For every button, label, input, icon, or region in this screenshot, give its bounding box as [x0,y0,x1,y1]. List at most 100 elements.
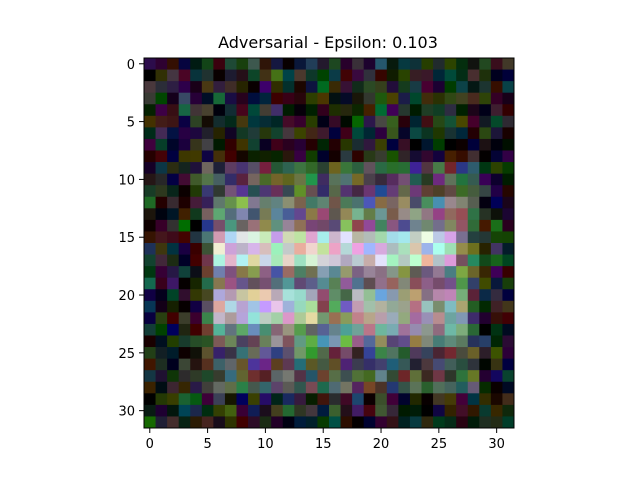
pixel [248,254,261,267]
pixel [329,404,341,417]
pixel [213,347,226,360]
pixel [201,393,214,406]
pixel [201,243,214,255]
pixel [213,381,226,394]
pixel [282,416,295,429]
pixel [479,219,492,232]
pixel [444,173,457,186]
pixel [363,127,376,140]
pixel [271,370,284,383]
pixel [190,416,203,429]
pixel [259,185,272,198]
pixel [329,104,341,117]
pixel [282,323,295,336]
pixel [155,92,168,105]
pixel [490,404,503,417]
pixel [340,370,353,383]
pixel [433,289,446,302]
pixel [398,104,411,117]
pixel [479,162,492,175]
pixel [167,347,180,360]
pixel [352,266,365,279]
pixel [375,370,388,383]
pixel [178,404,191,417]
pixel [178,196,191,209]
pixel [329,81,341,94]
pixel [502,185,515,198]
pixel [444,127,457,140]
y-tick-label: 25 [118,347,135,362]
pixel [363,138,376,151]
pixel [352,323,365,336]
pixel [375,381,388,394]
pixel [178,58,191,70]
pixel [236,393,249,406]
pixel [502,404,515,417]
pixel [259,370,272,383]
pixel [456,323,469,336]
pixel [444,69,457,82]
pixel [201,231,214,244]
pixel [294,300,307,313]
pixel [294,266,307,279]
pixel [479,300,492,313]
pixel [305,243,318,255]
pixel [155,58,168,70]
pixel [259,358,272,371]
pixel [386,92,399,105]
pixel [294,208,307,221]
pixel [433,335,446,348]
x-tick-label: 5 [203,437,211,452]
pixel [178,393,191,406]
pixel [421,347,434,360]
pixel [178,81,191,94]
pixel [409,370,422,383]
pixel [144,58,156,70]
pixel [224,289,237,302]
pixel [444,115,457,128]
pixel [271,196,284,209]
pixel [421,173,434,186]
pixel [178,127,191,140]
pixel [155,162,168,175]
pixel [236,358,249,371]
pixel [479,92,492,105]
pixel [502,393,515,406]
pixel [340,231,353,244]
pixel [201,196,214,209]
pixel [467,138,480,151]
pixel [201,208,214,221]
pixel [167,81,180,94]
image-frame [143,57,515,429]
pixel [409,150,422,163]
pixel [305,219,318,232]
pixel [190,347,203,360]
pixel [317,393,330,406]
pixel [433,416,446,429]
pixel [479,289,492,302]
pixel [282,381,295,394]
pixel [363,92,376,105]
pixel [490,69,503,82]
pixel [282,231,295,244]
pixel [294,347,307,360]
pixel [213,219,226,232]
pixel [444,300,457,313]
pixel [490,312,503,325]
pixel [236,289,249,302]
pixel [502,312,515,325]
pixel [375,393,388,406]
pixel [340,404,353,417]
pixel [375,127,388,140]
pixel [305,92,318,105]
pixel [213,185,226,198]
pixel [271,416,284,429]
pixel [352,300,365,313]
pixel [155,404,168,417]
adversarial-image [144,58,515,429]
pixel [282,58,295,70]
pixel [224,393,237,406]
pixel [294,312,307,325]
pixel [144,162,156,175]
pixel [409,323,422,336]
